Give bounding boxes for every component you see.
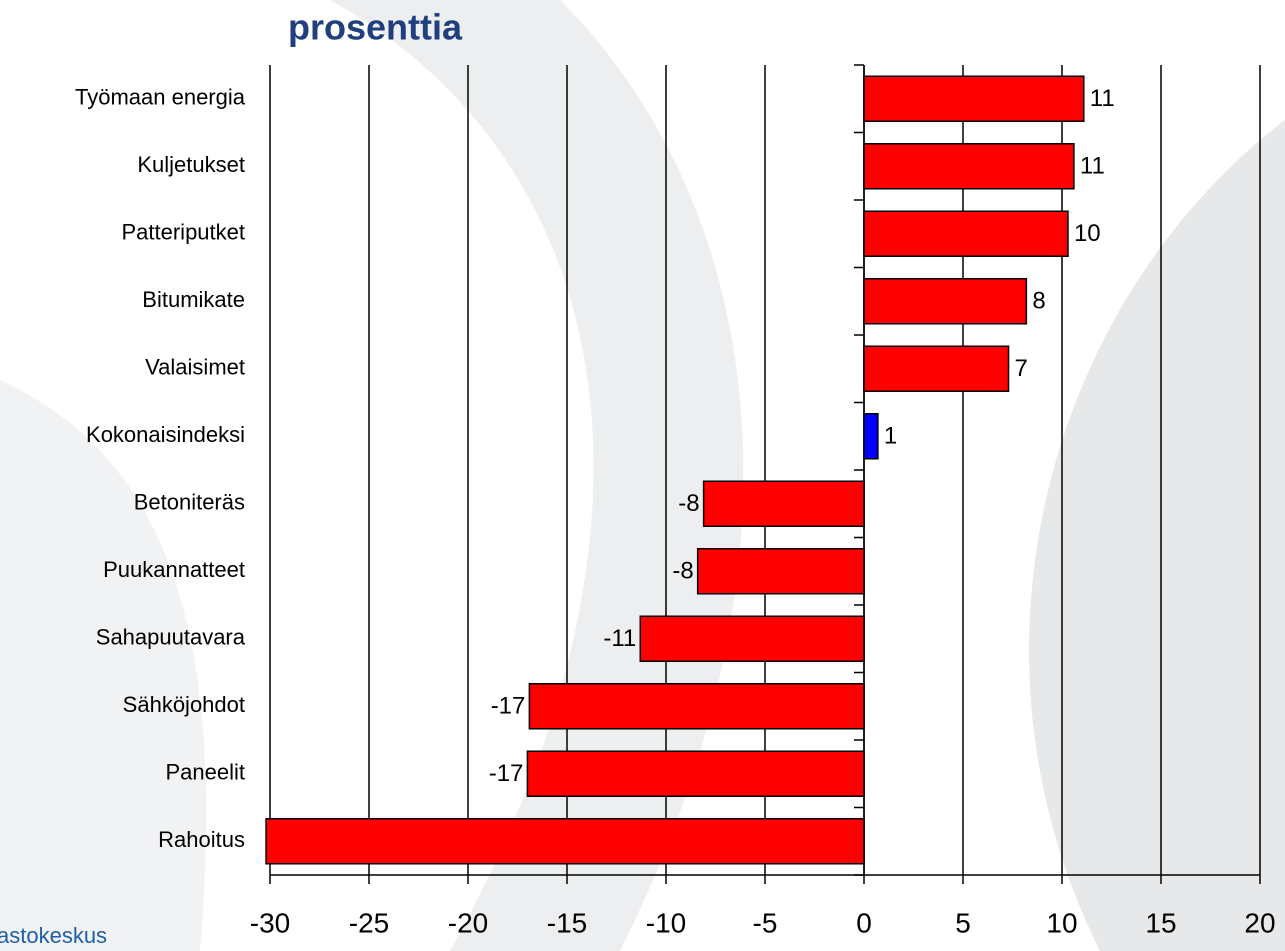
y-tick-label: Patteriputket xyxy=(121,220,245,245)
bar xyxy=(265,818,865,865)
value-label: 7 xyxy=(1015,355,1028,382)
x-tick-label: -15 xyxy=(547,907,587,938)
x-tick-label: -25 xyxy=(349,907,389,938)
value-label: 1 xyxy=(884,423,897,450)
y-tick-label: Kuljetukset xyxy=(137,152,245,177)
y-tick-label: Rahoitus xyxy=(158,827,245,852)
x-tick-label: 5 xyxy=(955,907,971,938)
bar xyxy=(696,548,865,595)
chart-title: prosenttia xyxy=(288,7,463,48)
x-tick-label: -30 xyxy=(250,907,290,938)
bar xyxy=(863,75,1085,122)
value-label: 11 xyxy=(1090,85,1115,112)
bar xyxy=(863,413,879,460)
bar xyxy=(526,750,865,797)
x-tick-label: 20 xyxy=(1244,907,1275,938)
y-tick-label: Kokonaisindeksi xyxy=(86,422,245,447)
y-tick-label: Työmaan energia xyxy=(75,85,246,110)
value-label: 8 xyxy=(1032,288,1045,315)
x-tick-label: -10 xyxy=(646,907,686,938)
y-tick-label: Puukannatteet xyxy=(103,557,245,582)
y-tick-label: Sähköjohdot xyxy=(123,692,245,717)
value-label: 11 xyxy=(1080,153,1105,180)
value-label: 10 xyxy=(1074,220,1101,247)
x-tick-label: -5 xyxy=(753,907,778,938)
y-tick-label: Paneelit xyxy=(165,760,245,785)
y-tick-label: Betoniteräs xyxy=(134,490,245,515)
bar xyxy=(702,480,865,527)
bar xyxy=(863,210,1069,257)
y-tick-label: Valaisimet xyxy=(145,355,245,380)
value-label: -17 xyxy=(489,760,524,787)
x-tick-label: 10 xyxy=(1046,907,1077,938)
bar xyxy=(528,683,865,730)
x-tick-label: -20 xyxy=(448,907,488,938)
bar xyxy=(863,278,1028,325)
bar xyxy=(863,345,1010,392)
source-note: astokeskus xyxy=(0,923,107,948)
value-label: -8 xyxy=(678,490,699,517)
value-label: -8 xyxy=(672,558,693,585)
x-tick-label: 0 xyxy=(856,907,872,938)
y-tick-label: Bitumikate xyxy=(142,287,245,312)
y-tick-label: Sahapuutavara xyxy=(96,625,246,650)
bar xyxy=(863,143,1075,190)
value-label: -11 xyxy=(603,625,636,652)
value-label: -17 xyxy=(491,693,526,720)
bar xyxy=(639,615,865,662)
x-tick-label: 15 xyxy=(1145,907,1176,938)
